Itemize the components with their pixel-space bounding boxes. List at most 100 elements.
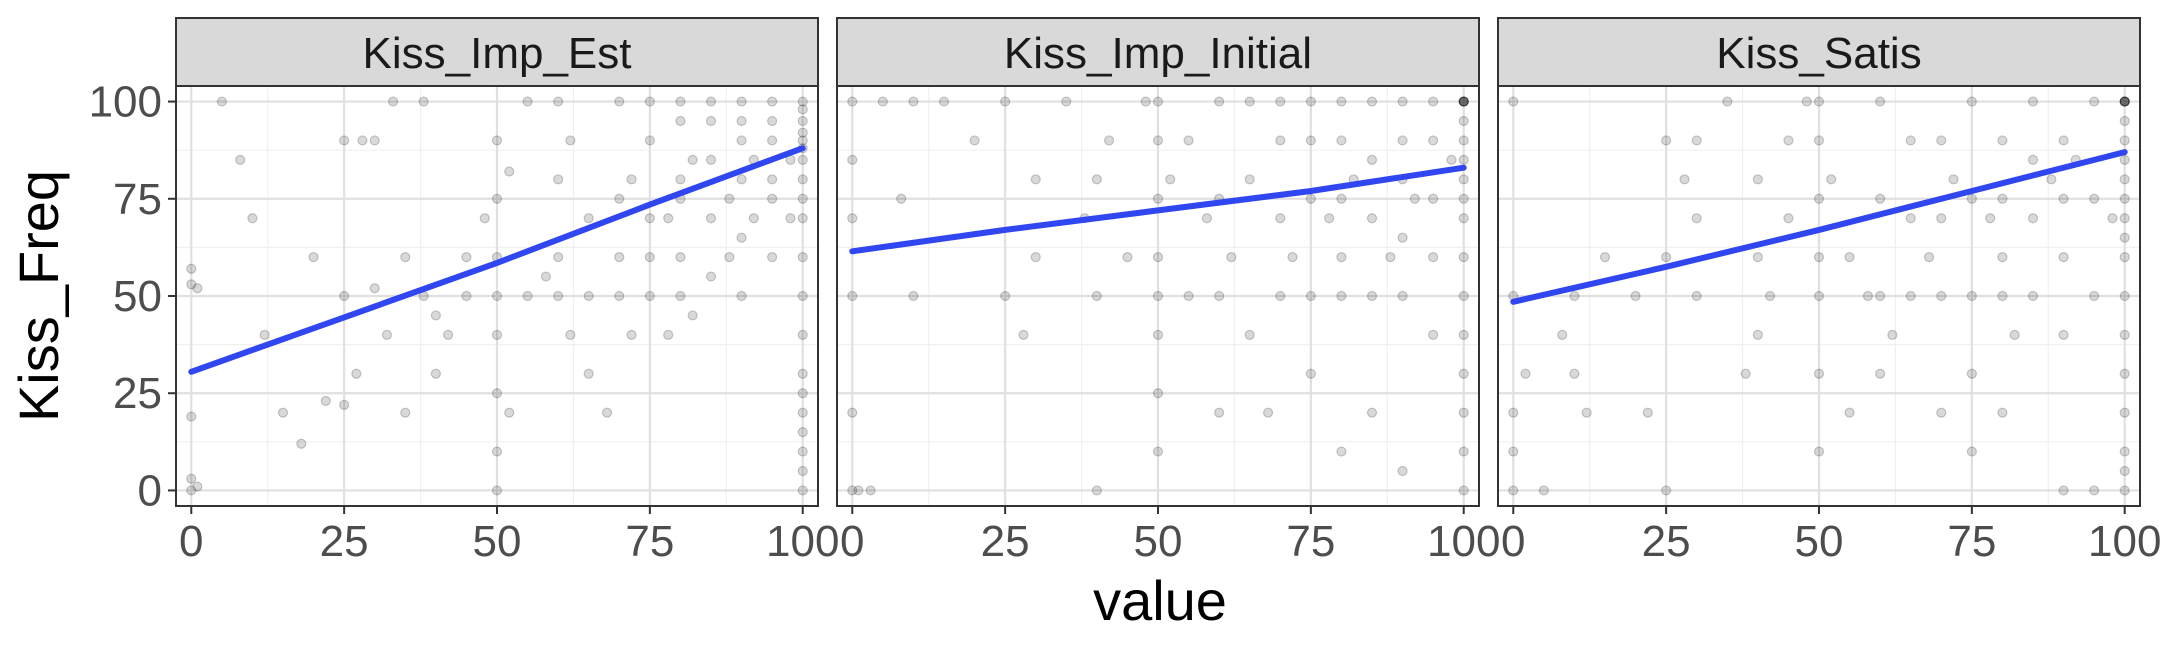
data-point <box>491 329 503 340</box>
data-point <box>675 252 686 263</box>
data-point <box>235 154 246 165</box>
data-point <box>339 399 350 410</box>
data-point <box>1366 96 1378 107</box>
data-point <box>736 135 747 146</box>
data-point <box>675 290 686 302</box>
data-point <box>2119 407 2130 418</box>
facet-label: Kiss_Satis <box>1716 29 1921 78</box>
data-point <box>1722 96 1733 107</box>
data-point <box>1446 154 1457 165</box>
data-point <box>748 213 759 224</box>
data-point <box>369 135 380 146</box>
data-point <box>724 193 735 204</box>
data-point <box>1826 174 1837 185</box>
data-point <box>2058 329 2069 340</box>
data-point <box>2089 96 2100 107</box>
data-point <box>1764 290 1776 302</box>
data-point <box>705 154 717 165</box>
x-tick-label: 0 <box>1501 517 1525 566</box>
data-point <box>2107 213 2118 224</box>
data-point <box>2119 446 2130 457</box>
data-point <box>2119 96 2130 107</box>
data-point <box>1458 96 1469 107</box>
x-tick-label: 100 <box>1427 517 1500 566</box>
data-point <box>797 465 808 477</box>
data-point <box>491 193 503 204</box>
data-point <box>522 96 533 107</box>
data-point <box>1691 213 1702 224</box>
data-point <box>908 290 919 302</box>
data-point <box>938 96 950 107</box>
data-point <box>2119 96 2130 107</box>
data-point <box>1336 252 1347 263</box>
data-point <box>1936 407 1947 418</box>
x-tick-label: 100 <box>766 517 839 566</box>
data-point <box>797 213 808 224</box>
data-point <box>1936 135 1947 146</box>
data-point <box>1214 407 1225 418</box>
data-point <box>687 154 698 165</box>
data-point <box>583 213 594 224</box>
data-point <box>1061 96 1072 107</box>
data-point <box>1458 446 1469 457</box>
data-point <box>1661 252 1672 263</box>
data-point <box>1428 252 1439 263</box>
data-point <box>2119 115 2130 127</box>
y-tick-label: 100 <box>89 78 162 127</box>
facet-strip <box>175 17 819 87</box>
data-point <box>1679 174 1690 185</box>
data-point <box>553 290 564 302</box>
data-point <box>736 232 747 243</box>
data-point <box>1152 446 1164 457</box>
data-point <box>1458 213 1469 224</box>
x-tick-label: 0 <box>840 517 864 566</box>
data-point <box>736 290 747 302</box>
data-point <box>1581 407 1592 418</box>
data-point <box>675 96 686 107</box>
data-point <box>663 329 674 340</box>
data-point <box>387 96 399 107</box>
data-point <box>1813 135 1825 146</box>
data-point <box>1458 135 1469 146</box>
data-point <box>1783 135 1794 146</box>
data-point <box>430 368 441 379</box>
data-point <box>1752 252 1763 263</box>
data-point <box>522 290 533 302</box>
data-point <box>1875 368 1886 379</box>
data-point <box>583 368 594 379</box>
data-point <box>1458 96 1469 107</box>
data-point <box>1458 368 1469 379</box>
x-axis-ticks: 0 25 50 75 100 0 25 50 75 100 0 25 50 75 100 <box>179 506 2160 566</box>
data-point <box>1844 407 1855 418</box>
data-point <box>1599 252 1611 263</box>
data-point <box>614 96 625 107</box>
data-point <box>1538 485 1549 496</box>
data-point <box>1458 174 1469 185</box>
data-point <box>1691 290 1702 302</box>
data-point <box>1397 96 1408 107</box>
data-point <box>1997 252 2008 263</box>
data-point <box>1244 329 1255 340</box>
data-point <box>1275 96 1286 107</box>
data-point <box>1458 154 1469 165</box>
data-point <box>1813 96 1825 107</box>
data-point <box>186 263 197 274</box>
data-point <box>1936 213 1947 224</box>
data-point <box>1862 290 1874 302</box>
data-point <box>2119 154 2130 165</box>
y-tick-label: 75 <box>113 175 162 224</box>
data-point <box>687 310 698 321</box>
data-point <box>1000 96 1011 107</box>
data-point <box>1966 290 1977 302</box>
data-point <box>461 252 472 263</box>
data-point <box>797 290 808 302</box>
data-point <box>797 104 808 115</box>
data-point <box>675 174 686 185</box>
data-point <box>2119 485 2130 496</box>
data-point <box>504 407 515 418</box>
data-point <box>1018 329 1029 340</box>
data-point <box>540 271 552 282</box>
facet-panels: Kiss_Imp_Est Kiss_Imp_Initial Kiss_Satis <box>175 17 2141 507</box>
data-point <box>2046 174 2057 185</box>
data-point <box>1140 96 1151 107</box>
